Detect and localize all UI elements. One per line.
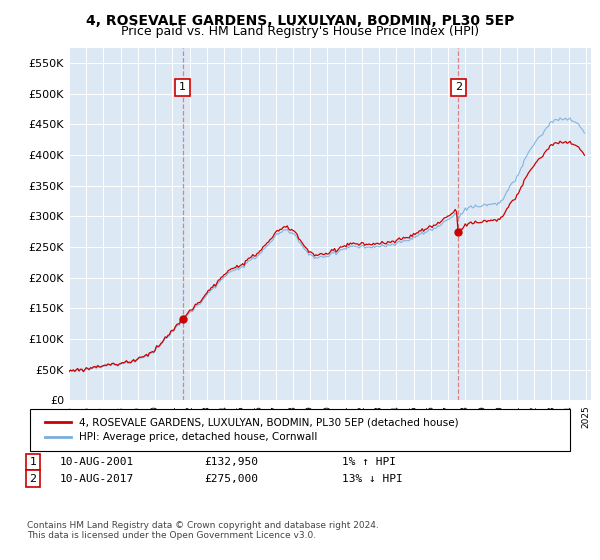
Text: 1% ↑ HPI: 1% ↑ HPI	[342, 457, 396, 467]
Text: 1: 1	[179, 82, 186, 92]
Text: 4, ROSEVALE GARDENS, LUXULYAN, BODMIN, PL30 5EP: 4, ROSEVALE GARDENS, LUXULYAN, BODMIN, P…	[86, 14, 514, 28]
Text: 10-AUG-2001: 10-AUG-2001	[60, 457, 134, 467]
Text: Price paid vs. HM Land Registry's House Price Index (HPI): Price paid vs. HM Land Registry's House …	[121, 25, 479, 38]
Text: 13% ↓ HPI: 13% ↓ HPI	[342, 474, 403, 484]
Text: 2: 2	[455, 82, 462, 92]
FancyBboxPatch shape	[30, 409, 570, 451]
Text: 2: 2	[29, 474, 37, 484]
Text: £132,950: £132,950	[204, 457, 258, 467]
Text: 10-AUG-2017: 10-AUG-2017	[60, 474, 134, 484]
Text: £275,000: £275,000	[204, 474, 258, 484]
Text: Contains HM Land Registry data © Crown copyright and database right 2024.
This d: Contains HM Land Registry data © Crown c…	[27, 521, 379, 540]
Text: 1: 1	[29, 457, 37, 467]
Legend: 4, ROSEVALE GARDENS, LUXULYAN, BODMIN, PL30 5EP (detached house), HPI: Average p: 4, ROSEVALE GARDENS, LUXULYAN, BODMIN, P…	[41, 413, 463, 446]
